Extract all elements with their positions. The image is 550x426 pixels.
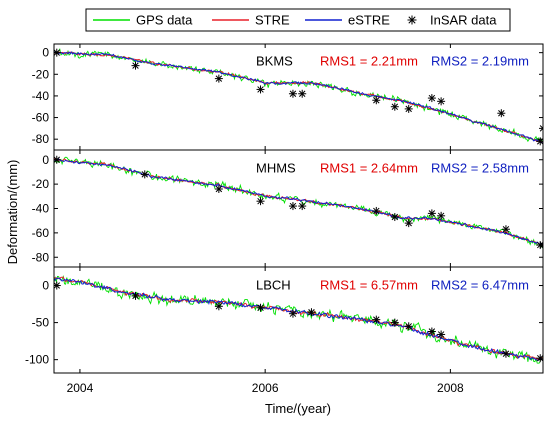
insar-point (140, 170, 149, 179)
insar-point (427, 327, 436, 336)
insar-point (539, 124, 543, 133)
rms2-label: RMS2 = 2.58mm (431, 161, 529, 176)
y-tick-label: -60 (32, 111, 50, 125)
insar-point (131, 61, 140, 70)
y-tick-label: -60 (32, 226, 50, 240)
insar-point (131, 291, 140, 300)
insar-point (256, 197, 265, 206)
x-tick-label: 2008 (437, 381, 464, 395)
y-axis-label: Deformation/(mm) (5, 160, 20, 265)
insar-point (298, 89, 307, 98)
insar-point (390, 213, 399, 222)
legend-label-gps: GPS data (136, 13, 193, 28)
rms2-label: RMS2 = 2.19mm (431, 54, 529, 69)
axes-frame (53, 266, 544, 374)
legend-box (85, 8, 511, 32)
insar-point (307, 308, 316, 317)
y-tick-label: -100 (25, 353, 49, 367)
y-tick-label: -40 (32, 202, 50, 216)
insar-point (404, 104, 413, 113)
insar-point (437, 211, 446, 220)
legend-label-stre: STRE (255, 13, 290, 28)
insar-point (437, 97, 446, 106)
rms2-label: RMS2 = 6.47mm (431, 278, 529, 293)
legend: GPS data STRE eSTRE InSAR data (85, 8, 511, 32)
series-line-stre (54, 51, 543, 144)
insar-point (501, 225, 510, 234)
insar-point (288, 309, 297, 318)
x-axis-label: Time/(year) (265, 401, 331, 416)
y-tick-label: -50 (32, 316, 50, 330)
insar-point (372, 96, 381, 105)
plot-area (54, 150, 543, 267)
series-line-estre (54, 51, 543, 144)
y-tick-label: 0 (42, 46, 49, 60)
insar-point (404, 322, 413, 331)
station-label: LBCH (256, 278, 291, 293)
insar-point (372, 315, 381, 324)
insar-point (427, 94, 436, 103)
insar-point (214, 302, 223, 311)
insar-point (288, 89, 297, 98)
plot-area (54, 267, 543, 373)
y-tick-label: 0 (42, 279, 49, 293)
series-line-estre (54, 158, 543, 246)
insar-point (497, 109, 506, 118)
panel-mhms: 0 -20 -40 -60 -80 MHMS RMS1 = 2.64mm RMS2 = … (32, 149, 544, 268)
y-tick-label: -80 (32, 250, 50, 264)
insar-point (404, 219, 413, 228)
insar-point (372, 206, 381, 215)
y-tick-label: 0 (42, 153, 49, 167)
legend-swatch-insar (407, 15, 417, 25)
rms1-label: RMS1 = 6.57mm (320, 278, 418, 293)
rms1-label: RMS1 = 2.64mm (320, 161, 418, 176)
insar-point (390, 318, 399, 327)
insar-point (437, 330, 446, 339)
legend-label-insar: InSAR data (430, 13, 497, 28)
y-tick-label: -20 (32, 177, 50, 191)
insar-point (256, 85, 265, 94)
x-tick-label: 2006 (252, 381, 279, 395)
insar-point (214, 74, 223, 83)
insar-point (539, 241, 543, 250)
station-label: BKMS (256, 54, 293, 69)
insar-point (298, 202, 307, 211)
insar-point (501, 349, 510, 358)
station-label: MHMS (256, 161, 296, 176)
insar-point (256, 303, 265, 312)
legend-label-estre: eSTRE (348, 13, 390, 28)
insar-point (214, 185, 223, 193)
panel-bkms: 0 -20 -40 -60 -80 BKMS RMS1 = 2.21mm RMS2 = … (32, 43, 544, 151)
y-tick-label: -20 (32, 67, 50, 81)
y-tick-label: -80 (32, 132, 50, 146)
rms1-label: RMS1 = 2.21mm (320, 54, 418, 69)
insar-point (390, 102, 399, 111)
y-tick-label: -40 (32, 89, 50, 103)
insar-point (288, 202, 297, 211)
x-tick-label: 2004 (67, 381, 94, 395)
insar-point (427, 209, 436, 218)
